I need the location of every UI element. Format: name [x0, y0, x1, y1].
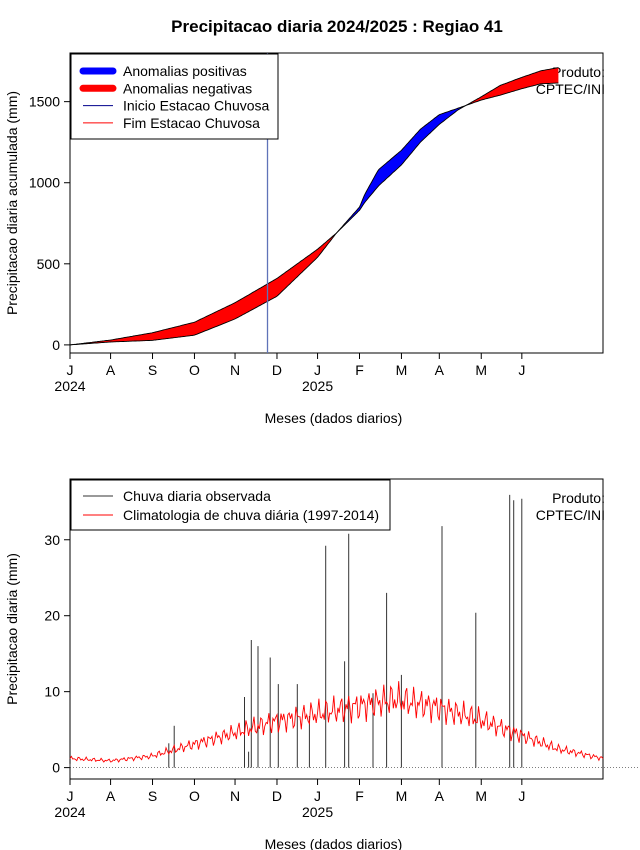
x-tick-label: J: [314, 788, 321, 804]
negative-anomaly-area: [465, 67, 559, 106]
y-axis-label: Precipitacao diaria (mm): [4, 553, 20, 705]
year-label: 2025: [302, 804, 333, 820]
climatology-daily-line: [69, 681, 604, 763]
x-tick-label: A: [435, 362, 445, 378]
negative-anomaly-area: [70, 233, 337, 345]
x-axis-label: Meses (dados diarios): [265, 410, 403, 426]
year-label: 2024: [54, 804, 85, 820]
y-tick-label: 1500: [29, 94, 60, 110]
x-tick-label: A: [106, 362, 116, 378]
legend-daily: Chuva diaria observada Climatologia de ch…: [70, 479, 391, 531]
x-tick-label: M: [396, 362, 408, 378]
x-tick-label: F: [355, 362, 364, 378]
x-tick-label: O: [189, 788, 200, 804]
x-tick-label: D: [272, 362, 282, 378]
x-tick-label: J: [518, 362, 525, 378]
y-tick-label: 500: [37, 256, 61, 272]
year-label: 2025: [302, 378, 333, 394]
y-tick-label: 0: [52, 337, 60, 353]
legend-label: Anomalias positivas: [123, 63, 247, 79]
x-tick-label: M: [396, 788, 408, 804]
x-tick-label: F: [355, 788, 364, 804]
x-tick-label: M: [475, 788, 487, 804]
legend-box: [70, 479, 391, 531]
y-tick-label: 1000: [29, 175, 60, 191]
y-axis-label: Precipitacao diaria acumulada (mm): [4, 91, 20, 315]
x-tick-label: J: [67, 788, 74, 804]
chart-title: Precipitacao diaria 2024/2025 : Regiao 4…: [171, 17, 503, 36]
x-tick-label: D: [272, 788, 282, 804]
plot-frame: [69, 478, 604, 780]
x-tick-label: S: [148, 788, 157, 804]
x-tick-label: J: [67, 362, 74, 378]
year-label: 2024: [54, 378, 85, 394]
x-tick-label: M: [475, 362, 487, 378]
y-tick-label: 10: [44, 684, 60, 700]
legend-label: Inicio Estacao Chuvosa: [123, 98, 270, 114]
product-annotation: Produto: CPTEC/INI: [536, 64, 605, 97]
x-tick-label: O: [189, 362, 200, 378]
legend-label: Chuva diaria observada: [123, 488, 271, 504]
x-tick-label: A: [106, 788, 116, 804]
x-tick-label: S: [148, 362, 157, 378]
legend-label: Fim Estacao Chuvosa: [123, 115, 260, 131]
observed-accumulated-line: [69, 82, 559, 346]
legend-label: Climatologia de chuva diária (1997-2014): [123, 507, 379, 523]
legend-label: Anomalias negativas: [123, 80, 252, 96]
x-tick-label: A: [435, 788, 445, 804]
product-annotation: Produto: CPTEC/INI: [536, 490, 605, 523]
x-tick-label: N: [230, 788, 240, 804]
y-tick-label: 0: [52, 760, 60, 776]
x-tick-label: J: [518, 788, 525, 804]
y-tick-label: 30: [44, 532, 60, 548]
climatology-accumulated-line: [69, 67, 559, 346]
x-tick-label: N: [230, 362, 240, 378]
x-axis-label: Meses (dados diarios): [265, 836, 403, 850]
x-tick-label: J: [314, 362, 321, 378]
plot-frame: [69, 52, 604, 354]
y-tick-label: 20: [44, 608, 60, 624]
